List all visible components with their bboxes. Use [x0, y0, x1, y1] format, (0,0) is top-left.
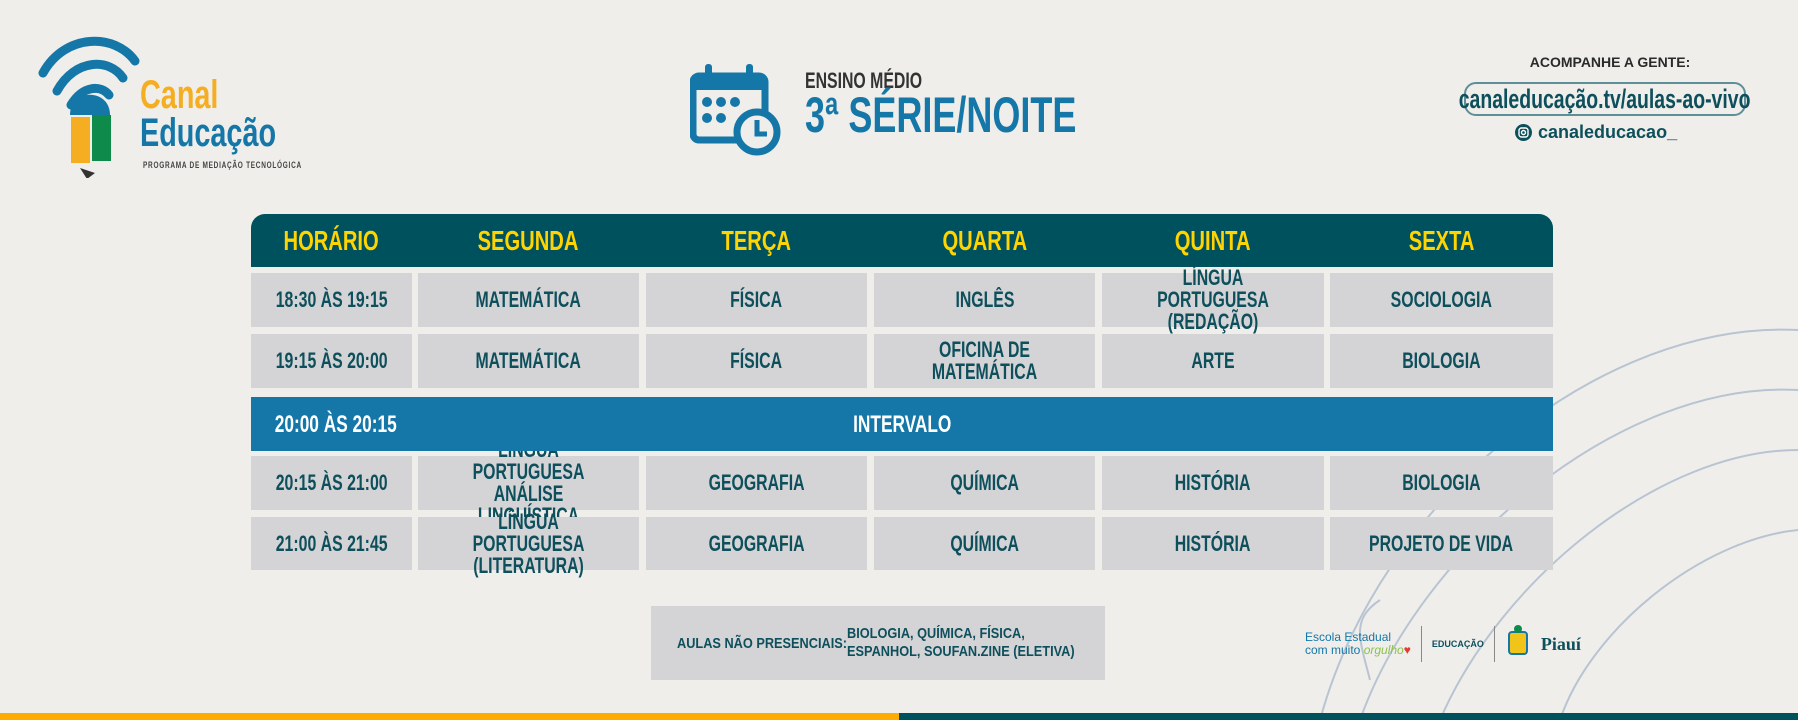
instagram-icon: [1515, 124, 1532, 141]
piaui-coat-of-arms-icon: [1507, 625, 1528, 655]
live-classes-link[interactable]: canaleducação.tv/aulas-ao-vivo: [1459, 82, 1751, 116]
wifi-pencil-icon: [38, 36, 140, 178]
schedule-header: [251, 214, 1553, 267]
class-cell-quarta: QUÍMICA: [874, 456, 1095, 510]
class-cell-sexta: PROJETO DE VIDA: [1330, 517, 1553, 570]
class-cell-segunda: MATEMÁTICA: [418, 273, 639, 327]
header-quinta: QUINTA: [1175, 224, 1251, 256]
class-cell-segunda: LÍNGUA PORTUGUESA (LITERATURA): [418, 510, 639, 576]
class-cell-sexta: BIOLOGIA: [1330, 334, 1553, 388]
follow-heading: ACOMPANHE A GENTE:: [1529, 54, 1691, 70]
time-slot-cell: 21:00 ÀS 21:45: [251, 517, 412, 570]
class-cell-quinta: HISTÓRIA: [1102, 517, 1324, 570]
time-slot-cell: 18:30 ÀS 19:15: [251, 273, 412, 327]
header-terca: TERÇA: [721, 224, 792, 256]
canal-educacao-logo: Canal Educação PROGRAMA DE MEDIAÇÃO TECN…: [35, 33, 305, 178]
title-grade: 3ª SÉRIE/NOITE: [805, 87, 1077, 143]
class-cell-terca: FÍSICA: [646, 273, 867, 327]
class-cell-terca: FÍSICA: [646, 334, 867, 388]
partner-logos: Escola Estadual com muito orgulho♥ EDUCAÇ…: [1305, 624, 1581, 664]
time-slot-cell: 20:15 ÀS 21:00: [251, 456, 412, 510]
logo-educacao: Educação: [140, 111, 277, 155]
header-quarta: QUARTA: [942, 224, 1027, 256]
class-cell-quinta: LÍNGUA PORTUGUESA (REDAÇÃO): [1102, 267, 1324, 333]
logo-tagline: PROGRAMA DE MEDIAÇÃO TECNOLÓGICA: [143, 160, 302, 170]
instagram-handle: canaleducacao_: [1538, 122, 1678, 142]
time-slot-cell: 19:15 ÀS 20:00: [251, 334, 412, 388]
class-cell-terca: GEOGRAFIA: [646, 517, 867, 570]
header-horario: HORÁRIO: [283, 224, 380, 256]
escola-estadual-logo: Escola Estadual com muito orgulho♥: [1305, 630, 1411, 657]
interval-row: 20:00 ÀS 20:15 INTERVALO: [251, 397, 1553, 451]
header-segunda: SEGUNDA: [478, 224, 579, 256]
note-label: AULAS NÃO PRESENCIAIS:: [677, 634, 848, 652]
logo-canal: Canal: [140, 73, 219, 117]
note-line1: BIOLOGIA, QUÍMICA, FÍSICA,: [847, 625, 1025, 642]
class-cell-quinta: HISTÓRIA: [1102, 456, 1324, 510]
bottom-bar-orange: [0, 713, 899, 720]
class-cell-segunda: LÍNGUA PORTUGUESA ANÁLISE LINGUÍSTICA: [418, 439, 639, 527]
live-classes-url: canaleducação.tv/aulas-ao-vivo: [1459, 83, 1751, 114]
calendar-clock-icon: [690, 64, 781, 156]
bottom-bar-teal: [899, 713, 1798, 720]
class-cell-quarta: INGLÊS: [874, 273, 1095, 327]
non-presential-note: AULAS NÃO PRESENCIAIS: BIOLOGIA, QUÍMICA…: [651, 606, 1105, 680]
piaui-logo: Piauí: [1540, 633, 1581, 654]
class-cell-terca: GEOGRAFIA: [646, 456, 867, 510]
interval-label: INTERVALO: [852, 411, 952, 438]
class-cell-segunda: MATEMÁTICA: [418, 334, 639, 388]
interval-time: 20:00 ÀS 20:15: [274, 411, 397, 438]
title-level: ENSINO MÉDIO: [805, 68, 923, 93]
instagram-link[interactable]: canaleducacao_: [1515, 122, 1677, 143]
class-cell-sexta: BIOLOGIA: [1330, 456, 1553, 510]
class-cell-sexta: SOCIOLOGIA: [1330, 273, 1553, 327]
header-sexta: SEXTA: [1408, 224, 1475, 256]
class-cell-quinta: ARTE: [1102, 334, 1324, 388]
note-line2: ESPANHOL, SOUFAN.ZINE (ELETIVA): [847, 643, 1075, 660]
class-cell-quarta: QUÍMICA: [874, 517, 1095, 570]
educacao-logo: EDUCAÇÃO: [1431, 639, 1484, 649]
class-cell-quarta: OFICINA DE MATEMÁTICA: [874, 334, 1095, 388]
